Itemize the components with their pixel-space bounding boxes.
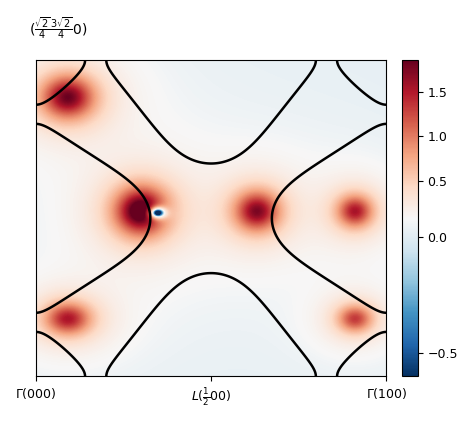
Text: $(\frac{\sqrt{2}}{4}\frac{3\sqrt{2}}{4}0)$: $(\frac{\sqrt{2}}{4}\frac{3\sqrt{2}}{4}0… [29,16,87,41]
